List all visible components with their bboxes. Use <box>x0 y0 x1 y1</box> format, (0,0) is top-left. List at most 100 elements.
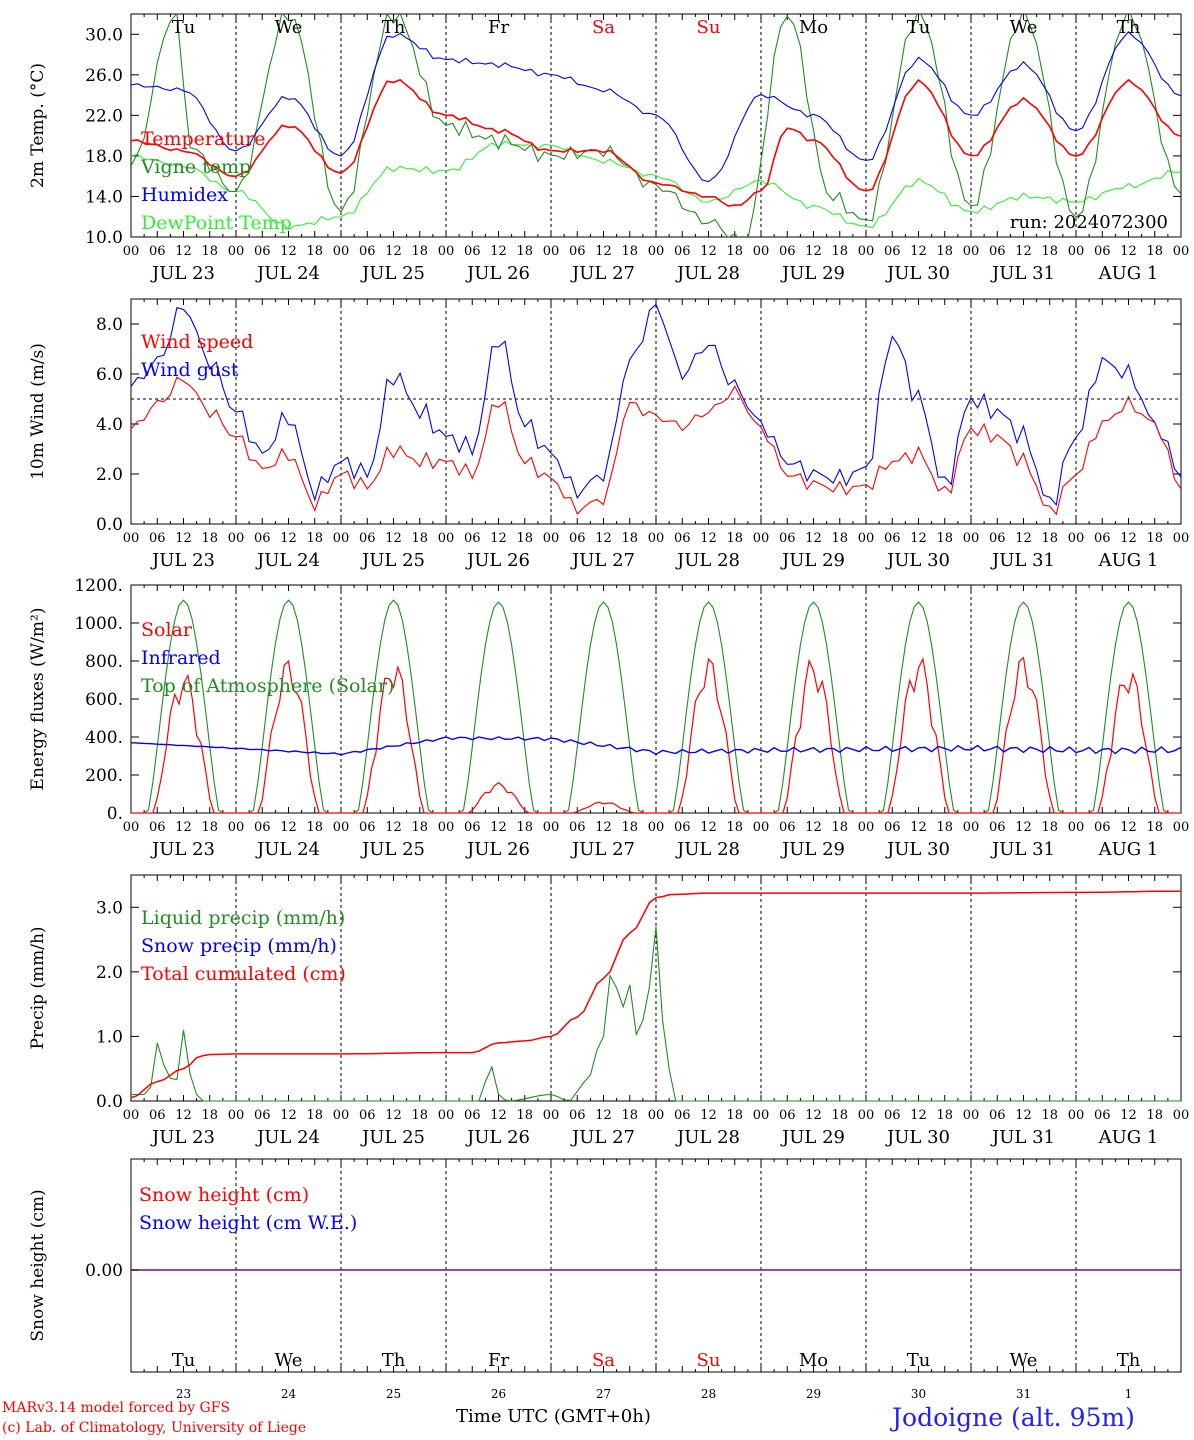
temperature-hour-label: 00 <box>1173 244 1190 259</box>
wind-ytick-label: 0.0 <box>96 515 123 535</box>
weekday-label-bottom: Fr <box>488 1350 509 1371</box>
temperature-hour-label: 18 <box>621 244 638 259</box>
energy-hour-label: 00 <box>1173 820 1190 835</box>
wind-hour-label: 12 <box>1015 531 1032 546</box>
energy-ylabel: Energy fluxes (W/m²) <box>28 608 48 791</box>
energy-hour-label: 12 <box>805 820 822 835</box>
temperature-hour-label: 00 <box>543 244 560 259</box>
series-solar <box>131 656 1181 814</box>
energy-legend-2: Infrared <box>141 647 221 669</box>
wind-hour-label: 18 <box>621 531 638 546</box>
temperature-hour-label: 12 <box>490 244 507 259</box>
precip-hour-label: 18 <box>621 1108 638 1123</box>
day-number-label: 27 <box>596 1387 611 1401</box>
temperature-legend-2: Vigne temp <box>140 156 251 178</box>
wind-panel: 00 06 12 18 JUL 23 00 06 12 18 JUL 24 00 06 12 18 JUL … <box>28 298 1189 571</box>
energy-day-label: JUL 27 <box>570 839 635 860</box>
energy-hour-label: 12 <box>385 820 402 835</box>
temperature-hour-label: 18 <box>936 244 953 259</box>
precip-hour-label: 00 <box>858 1108 875 1123</box>
temperature-ytick-label: 30.0 <box>85 25 123 45</box>
wind-hour-label: 00 <box>1068 531 1085 546</box>
precip-day-label: JUL 27 <box>570 1127 635 1148</box>
energy-hour-label: 06 <box>569 820 586 835</box>
energy-hour-label: 12 <box>1015 820 1032 835</box>
wind-hour-label: 12 <box>280 531 297 546</box>
wind-hour-label: 00 <box>543 531 560 546</box>
weekday-label-top: Th <box>1117 17 1141 38</box>
wind-hour-label: 00 <box>333 531 350 546</box>
temperature-hour-label: 06 <box>464 244 481 259</box>
precip-hour-label: 06 <box>359 1108 376 1123</box>
wind-ylabel: 10m Wind (m/s) <box>28 343 48 480</box>
temperature-hour-label: 00 <box>228 244 245 259</box>
wind-day-label: JUL 28 <box>675 550 740 571</box>
precip-day-label: AUG 1 <box>1098 1127 1159 1148</box>
weekday-label-top: Su <box>697 17 721 38</box>
temperature-hour-label: 00 <box>438 244 455 259</box>
energy-hour-label: 12 <box>595 820 612 835</box>
precip-hour-label: 06 <box>254 1108 271 1123</box>
precip-legend-1: Liquid precip (mm/h) <box>141 907 345 929</box>
day-number-label: 1 <box>1125 1387 1133 1401</box>
temperature-hour-label: 00 <box>333 244 350 259</box>
energy-legend-3: Top of Atmosphere (Solar) <box>141 675 394 697</box>
energy-hour-label: 18 <box>201 820 218 835</box>
series-humidex <box>131 30 1181 183</box>
precip-hour-label: 12 <box>910 1108 927 1123</box>
precip-hour-label: 12 <box>280 1108 297 1123</box>
energy-ytick-label: 800. <box>85 652 123 672</box>
temperature-hour-label: 00 <box>753 244 770 259</box>
temperature-day-label: JUL 24 <box>255 263 320 284</box>
energy-ytick-label: 1200. <box>74 576 123 596</box>
precip-hour-label: 00 <box>333 1108 350 1123</box>
precip-hour-label: 18 <box>306 1108 323 1123</box>
wind-hour-label: 06 <box>779 531 796 546</box>
wind-hour-label: 06 <box>254 531 271 546</box>
energy-hour-label: 18 <box>831 820 848 835</box>
wind-hour-label: 06 <box>989 531 1006 546</box>
energy-ytick-label: 200. <box>85 766 123 786</box>
precip-hour-label: 18 <box>411 1108 428 1123</box>
precip-panel: 00 06 12 18 JUL 23 00 06 12 18 JUL 24 00 06 12 18 JUL … <box>28 874 1189 1148</box>
energy-ytick-label: 400. <box>85 728 123 748</box>
run-annotation: run: 2024072300 <box>1010 212 1168 233</box>
energy-hour-label: 06 <box>989 820 1006 835</box>
wind-ytick-label: 2.0 <box>96 465 123 485</box>
wind-hour-label: 12 <box>1120 531 1137 546</box>
temperature-day-label: JUL 25 <box>360 263 425 284</box>
temperature-hour-label: 06 <box>254 244 271 259</box>
wind-hour-label: 18 <box>726 531 743 546</box>
energy-hour-label: 18 <box>1146 820 1163 835</box>
precip-day-label: JUL 29 <box>780 1127 845 1148</box>
day-number-label: 31 <box>1016 1387 1031 1401</box>
wind-hour-label: 00 <box>963 531 980 546</box>
wind-hour-label: 06 <box>884 531 901 546</box>
energy-hour-label: 06 <box>149 820 166 835</box>
energy-hour-label: 12 <box>700 820 717 835</box>
weekday-label-bottom: We <box>275 1350 303 1371</box>
precip-hour-label: 06 <box>779 1108 796 1123</box>
weekday-label-bottom: Mo <box>799 1350 828 1371</box>
temperature-hour-label: 12 <box>175 244 192 259</box>
temperature-day-label: JUL 31 <box>990 263 1055 284</box>
precip-hour-label: 18 <box>831 1108 848 1123</box>
energy-day-label: JUL 25 <box>360 839 425 860</box>
energy-ytick-label: 1000. <box>74 614 123 634</box>
wind-day-label: JUL 30 <box>885 550 950 571</box>
precip-hour-label: 06 <box>464 1108 481 1123</box>
precip-day-label: JUL 23 <box>150 1127 215 1148</box>
precip-ytick-label: 1.0 <box>96 1027 123 1047</box>
day-number-label: 28 <box>701 1387 716 1401</box>
day-number-label: 26 <box>491 1387 506 1401</box>
wind-ytick-label: 4.0 <box>96 415 123 435</box>
x-axis-title: Time UTC (GMT+0h) <box>456 1406 651 1427</box>
day-number-label: 24 <box>281 1387 297 1401</box>
temperature-hour-label: 12 <box>385 244 402 259</box>
energy-hour-label: 18 <box>306 820 323 835</box>
station-name: Jodoigne (alt. 95m) <box>892 1403 1135 1432</box>
wind-frame <box>130 298 1182 525</box>
wind-hour-label: 12 <box>595 531 612 546</box>
temperature-hour-label: 12 <box>280 244 297 259</box>
wind-day-label: JUL 25 <box>360 550 425 571</box>
